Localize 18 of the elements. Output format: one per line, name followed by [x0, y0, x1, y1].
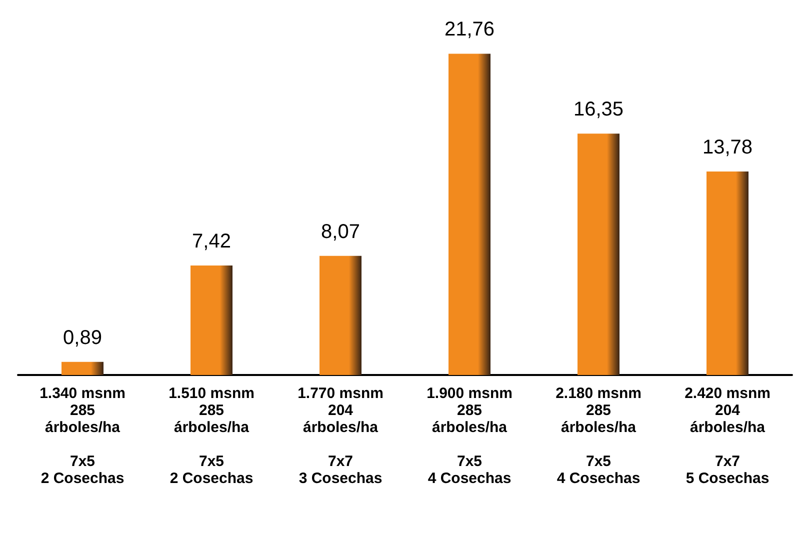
x-tick-label: 1.510 msnm 285 árboles/ha 7x5 2 Cosechas: [168, 385, 254, 487]
x-tick-label: 1.900 msnm 285 árboles/ha 7x5 4 Cosechas: [426, 385, 512, 487]
bar: [320, 256, 362, 375]
bar: [706, 172, 748, 375]
x-tick-label: 2.420 msnm 204 árboles/ha 7x7 5 Cosechas: [684, 385, 770, 487]
x-tick-label: 1.770 msnm 204 árboles/ha 7x7 3 Cosechas: [298, 385, 384, 487]
bar: [190, 265, 232, 375]
data-label: 8,07: [321, 220, 360, 243]
x-tick-label: 2.180 msnm 285 árboles/ha 7x5 4 Cosechas: [556, 385, 642, 487]
data-label: 16,35: [573, 98, 624, 121]
data-label: 0,89: [63, 326, 102, 349]
bar: [448, 54, 490, 375]
data-label: 21,76: [444, 18, 495, 41]
data-label: 13,78: [702, 136, 753, 159]
x-tick-label: 1.340 msnm 285 árboles/ha 7x5 2 Cosechas: [40, 385, 126, 487]
bar: [578, 134, 620, 375]
bar: [62, 362, 104, 375]
data-label: 7,42: [192, 230, 231, 252]
